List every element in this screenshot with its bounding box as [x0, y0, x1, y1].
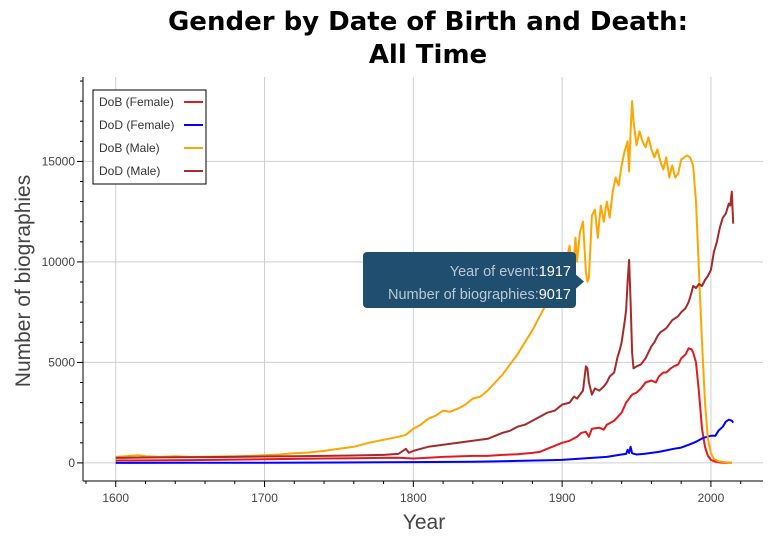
tooltip-year: Year of event:1917	[450, 264, 571, 280]
y-tick-label: 5000	[48, 355, 75, 369]
tooltip-box	[363, 252, 576, 308]
y-axis-label: Number of biographies	[12, 175, 35, 387]
legend-item-label: DoB (Female)	[99, 95, 174, 109]
series-line-3[interactable]	[115, 190, 735, 459]
series-line-0[interactable]	[115, 347, 732, 464]
axes: 1600 1700 1800 1900 2000 0 5000 10000 15000	[42, 77, 763, 505]
series-group[interactable]	[115, 100, 735, 464]
y-tick-label: 15000	[42, 154, 76, 168]
x-tick-label: 1800	[400, 491, 427, 505]
x-tick-label: 2000	[698, 491, 725, 505]
x-axis-label: Year	[403, 511, 445, 534]
series-line-1[interactable]	[115, 418, 735, 464]
x-tick-label: 1600	[102, 491, 129, 505]
y-tick-label: 10000	[42, 255, 76, 269]
legend-item-label: DoD (Female)	[99, 118, 174, 132]
chart-title-line2: All Time	[369, 40, 487, 70]
tooltip: Year of event:1917 Number of biographies:…	[363, 252, 584, 308]
x-tick-label: 1700	[251, 491, 278, 505]
legend-item-label: DoD (Male)	[99, 164, 160, 178]
chart-title-line1: Gender by Date of Birth and Death:	[168, 7, 688, 37]
legend-box	[92, 89, 207, 185]
series-line-2[interactable]	[115, 100, 732, 464]
legend-item-label: DoB (Male)	[99, 141, 160, 155]
tooltip-pointer	[576, 274, 584, 289]
y-tick-label: 0	[68, 456, 75, 470]
x-tick-label: 1900	[549, 491, 576, 505]
legend[interactable]: DoB (Female) DoD (Female) DoB (Male) DoD (M…	[92, 89, 207, 185]
tooltip-count: Number of biographies:9017	[388, 287, 571, 303]
